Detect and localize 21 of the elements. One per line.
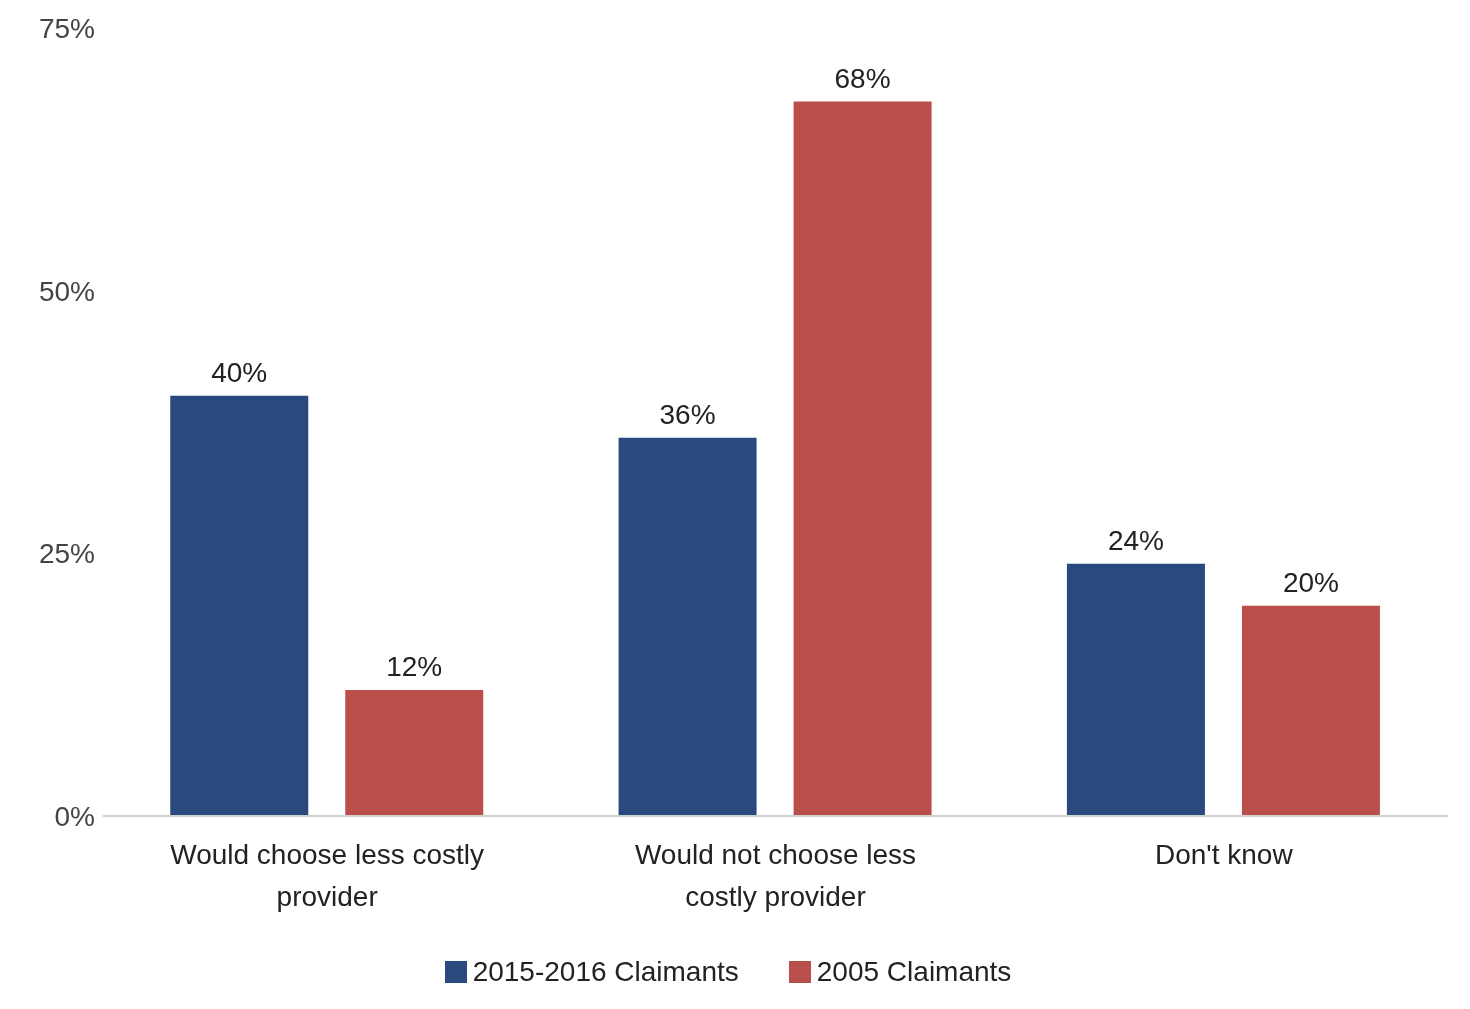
y-tick-label: 0% — [54, 800, 95, 832]
bar — [793, 101, 932, 816]
y-tick-label: 50% — [38, 275, 95, 307]
y-tick-label: 25% — [38, 538, 95, 570]
bar — [1066, 563, 1205, 816]
x-tick-label: Don't know — [1155, 839, 1294, 870]
bar — [170, 395, 309, 816]
bar — [1241, 605, 1380, 816]
x-tick-label: Would choose less costly provider — [170, 839, 485, 912]
data-label: 36% — [659, 398, 716, 430]
legend-label: 2005 Claimants — [816, 956, 1012, 988]
data-label: 12% — [386, 650, 443, 682]
data-label: 40% — [211, 356, 268, 388]
x-tick-label: Would not choose less costly provider — [634, 839, 917, 912]
bar — [618, 437, 757, 816]
legend-label: 2015-2016 Claimants — [472, 956, 739, 988]
bar — [345, 689, 484, 816]
data-label: 20% — [1282, 566, 1339, 598]
data-label: 24% — [1107, 524, 1164, 556]
y-tick-label: 75% — [38, 12, 95, 44]
data-label: 68% — [834, 62, 891, 94]
